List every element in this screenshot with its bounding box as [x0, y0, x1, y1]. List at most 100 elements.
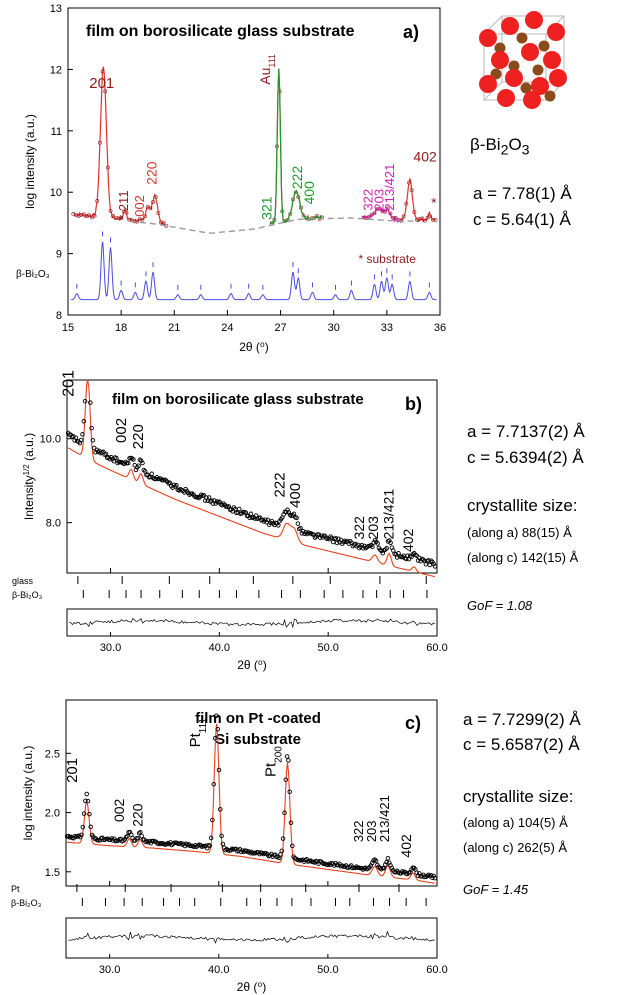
- observed-point: [230, 509, 235, 514]
- observed-point: [97, 838, 103, 843]
- observed-point: [161, 220, 166, 225]
- x-tick-label: 24: [221, 322, 233, 334]
- residual-frame: [66, 608, 438, 637]
- bismuth-atom: [521, 43, 539, 61]
- gof-panel-c: GoF = 1.45: [463, 882, 529, 897]
- x-tick-label: 60.0: [426, 642, 447, 654]
- x-tick-label: 27: [274, 322, 286, 334]
- tick-row-label: β-Bi₂O₃: [12, 590, 43, 600]
- y-axis-label-sup: 1/2: [22, 464, 31, 476]
- x-tick-label: 21: [168, 322, 180, 334]
- y-tick-label: 8.0: [46, 518, 61, 530]
- bismuth-atom: [525, 11, 543, 29]
- observed-point: [87, 811, 92, 817]
- observed-point: [90, 215, 94, 220]
- observed-point: [142, 468, 148, 474]
- observed-point: [140, 217, 145, 222]
- peak-label: 002: [113, 418, 130, 443]
- peak-label: 400: [287, 483, 304, 508]
- calculated-pattern: [67, 723, 435, 884]
- observed-point: [113, 216, 118, 220]
- bismuth-atom: [523, 91, 541, 109]
- observed-point: [420, 216, 425, 221]
- panel-label: a): [403, 22, 419, 42]
- observed-point: [404, 201, 409, 206]
- peak-label: 321: [259, 196, 275, 220]
- x-tick-label: 40.0: [209, 642, 230, 654]
- x-tick-label: 36: [434, 322, 446, 334]
- lattice-c-panel-c: c = 5.6587(2) Å: [463, 735, 580, 754]
- observed-point: [83, 798, 88, 804]
- observed-point: [137, 217, 142, 222]
- bismuth-atom: [479, 29, 497, 47]
- observed-point: [415, 217, 419, 222]
- observed-point: [431, 217, 435, 222]
- chart-title: film on borosilicate glass substrate: [86, 23, 355, 40]
- observed-point: [103, 89, 108, 94]
- x-tick-label: 15: [62, 322, 74, 334]
- observed-point: [427, 562, 433, 568]
- observed-point: [288, 820, 294, 826]
- peak-label: *: [431, 195, 437, 211]
- observed-point: [139, 833, 144, 839]
- observed-point: [428, 214, 433, 219]
- observed-point: [279, 848, 285, 854]
- lattice-c-panel-a: c = 5.64(1) Å: [473, 210, 571, 229]
- x-tick-label: 60.0: [426, 964, 447, 976]
- peak-label: 402: [398, 834, 414, 858]
- peak-label-sub: 111: [267, 54, 277, 68]
- observed-point: [77, 834, 83, 840]
- peak-label: 203: [365, 516, 381, 540]
- observed-point: [114, 455, 119, 461]
- bismuth-atom: [543, 51, 561, 69]
- observed-point: [149, 471, 154, 477]
- observed-point: [219, 833, 224, 839]
- observed-point: [338, 537, 344, 543]
- reference-pattern-label: β-Bi₂O₃: [16, 269, 50, 280]
- peak-label: 222: [289, 166, 305, 190]
- observed-point: [215, 726, 220, 732]
- observed-point: [127, 217, 132, 222]
- plot-frame: [65, 699, 438, 887]
- observed-point: [97, 140, 102, 145]
- peak-label: 400: [301, 181, 317, 205]
- observed-point: [426, 558, 431, 563]
- observed-point: [389, 865, 395, 871]
- peak-label: 222: [272, 472, 289, 497]
- observed-point: [111, 214, 116, 218]
- observed-point: [125, 460, 131, 466]
- phase-label-a: β-Bi2O3: [470, 135, 530, 159]
- y-axis-label: log intensity (a.u.): [21, 746, 35, 841]
- peak-label: * 211: [116, 190, 131, 219]
- panel-label: b): [405, 394, 422, 414]
- x-tick-label: 30.0: [100, 642, 121, 654]
- observed-point: [92, 213, 97, 218]
- observed-point: [211, 781, 216, 787]
- bismuth-atom: [547, 23, 565, 41]
- observed-point: [156, 211, 161, 215]
- y-tick-label: 2.0: [45, 808, 60, 820]
- chart-title: film on Pt -coated: [195, 710, 321, 727]
- peak-label: 322: [351, 820, 366, 842]
- observed-point: [388, 540, 393, 546]
- bismuth-atom: [491, 51, 509, 69]
- bismuth-atom: [505, 69, 523, 87]
- residual-curve: [68, 930, 435, 944]
- y-tick-label: 1.5: [45, 867, 60, 879]
- observed-point: [119, 216, 124, 221]
- peak-label: 203: [364, 820, 379, 842]
- y-tick-label: 10: [50, 187, 62, 199]
- residual-curve: [69, 617, 435, 629]
- observed-point: [384, 859, 389, 865]
- chart-title-line-2: Si substrate: [215, 731, 301, 748]
- observed-point: [220, 841, 226, 847]
- observed-point: [125, 833, 130, 839]
- observed-point: [78, 437, 84, 443]
- oxygen-atom: [516, 32, 528, 44]
- observed-point: [135, 836, 141, 841]
- bismuth-atom: [501, 17, 519, 35]
- bismuth-atom: [479, 75, 497, 93]
- observed-point: [384, 546, 389, 551]
- lattice-a-panel-b: a = 7.7137(2) Å: [467, 422, 585, 441]
